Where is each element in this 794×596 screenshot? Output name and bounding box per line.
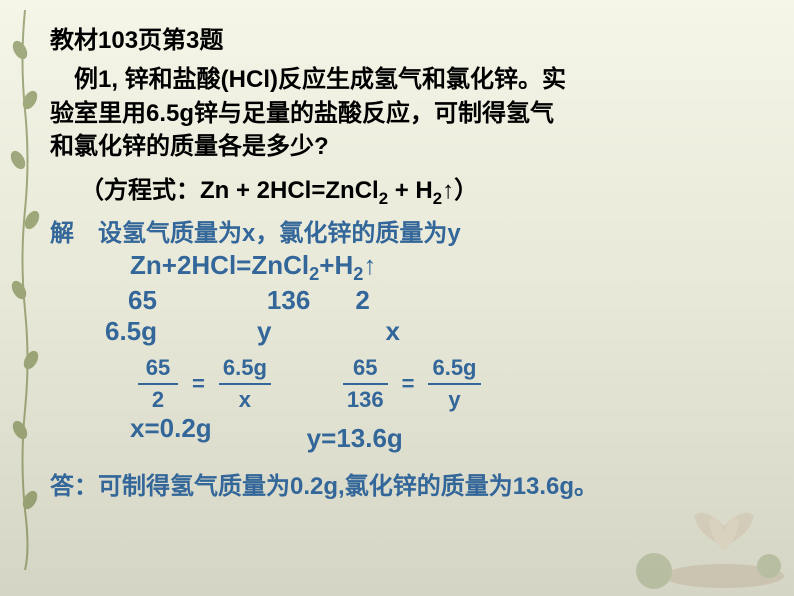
- fraction-2b: 6.5g y: [428, 355, 480, 413]
- result-y: y=13.6g: [307, 413, 403, 454]
- problem-text: 例1, 锌和盐酸(HCl)反应生成氢气和氯化锌。实 验室里用6.5g锌与足量的盐…: [50, 63, 770, 164]
- slide-content: 教材103页第3题 例1, 锌和盐酸(HCl)反应生成氢气和氯化锌。实 验室里用…: [50, 20, 770, 501]
- fraction-2a: 65 136: [343, 355, 388, 413]
- result-x: x=0.2g: [130, 413, 212, 454]
- fraction-group-1: 65 2 = 6.5g x: [132, 355, 277, 413]
- fraction-group-2: 65 136 = 6.5g y: [337, 355, 487, 413]
- final-answer: 答：可制得氢气质量为0.2g,氯化锌的质量为13.6g。: [50, 466, 770, 501]
- fraction-1b: 6.5g x: [219, 355, 271, 413]
- page-header: 教材103页第3题: [50, 20, 770, 55]
- molar-masses: 651362: [128, 285, 770, 316]
- balanced-equation: Zn+2HCl=ZnCl2+H2↑: [130, 250, 770, 285]
- solution-intro: 解 设氢气质量为x，氯化锌的质量为y: [50, 213, 770, 248]
- vine-decoration: [5, 10, 45, 570]
- proportion-equations: 65 2 = 6.5g x 65 136 = 6.5g y: [132, 355, 770, 413]
- fraction-1a: 65 2: [138, 355, 178, 413]
- results: x=0.2g y=13.6g: [130, 413, 770, 454]
- equation-formula: （方程式：Zn + 2HCl=ZnCl2 + H2↑）: [80, 170, 770, 209]
- given-values: 6.5gyx: [105, 316, 770, 347]
